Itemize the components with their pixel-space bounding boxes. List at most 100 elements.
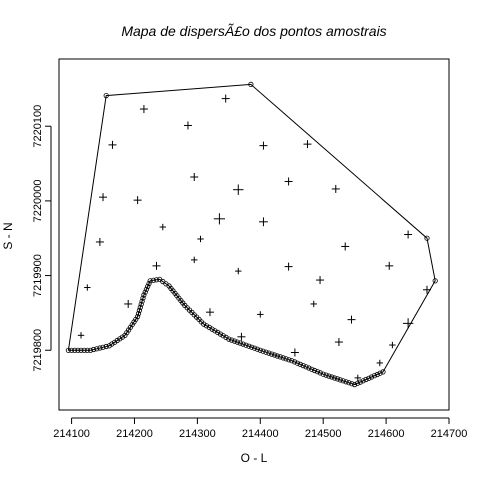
- sample-point: [95, 237, 104, 246]
- boundary-vertex: [103, 93, 109, 99]
- boundary-vertex: [240, 341, 246, 347]
- boundary-vertex: [360, 378, 366, 384]
- sample-point: [385, 261, 394, 270]
- boundary-vertex: [248, 81, 254, 88]
- boundary-vertex: [139, 298, 145, 304]
- boundary-vertex: [91, 346, 97, 353]
- boundary-vertex: [329, 374, 335, 380]
- boundary-vertex: [103, 343, 109, 350]
- sample-point: [197, 235, 204, 243]
- x-tick-label: 214700: [431, 428, 468, 440]
- boundary-vertex: [81, 347, 87, 353]
- boundary-vertex: [283, 356, 289, 362]
- sample-point: [341, 242, 350, 251]
- boundary-vertex: [84, 347, 90, 353]
- sample-point: [237, 332, 246, 341]
- boundary-vertex: [69, 347, 75, 353]
- sample-point: [183, 121, 192, 130]
- boundary-vertex: [119, 334, 126, 340]
- plot-frame: [58, 58, 450, 411]
- boundary-vertex: [78, 347, 84, 353]
- x-tick-label: 214600: [368, 428, 405, 440]
- boundary-vertex: [135, 310, 142, 317]
- boundary-vertex: [246, 343, 252, 349]
- boundary-vertex: [141, 292, 147, 298]
- boundary-vertex: [138, 301, 144, 307]
- boundary-vertex: [237, 340, 243, 346]
- sample-point: [152, 261, 161, 270]
- sample-point: [190, 172, 199, 181]
- boundary-vertex: [286, 357, 292, 363]
- boundary-vertex: [357, 379, 363, 385]
- chart-title: Mapa de dispersÃ£o dos pontos amostrais: [121, 23, 386, 39]
- boundary-vertex: [75, 347, 81, 353]
- boundary-vertex: [94, 346, 100, 352]
- boundary-vertex: [377, 370, 383, 376]
- sample-point: [284, 177, 293, 186]
- sample-point: [259, 217, 268, 227]
- boundary-vertex: [147, 278, 153, 284]
- boundary-vertex: [300, 362, 306, 369]
- sample-point: [205, 308, 214, 317]
- boundary-vertex: [142, 289, 148, 295]
- boundary-vertex: [117, 336, 123, 342]
- sample-point: [133, 196, 142, 205]
- boundary-vertex: [140, 295, 146, 301]
- boundary-vertex: [203, 323, 210, 329]
- sample-point: [404, 230, 413, 239]
- sample-point: [159, 223, 166, 231]
- sample-point: [124, 299, 133, 308]
- y-tick-label: 7220100: [32, 105, 44, 148]
- boundary-vertex: [424, 235, 430, 241]
- boundary-vertex: [334, 376, 341, 382]
- boundary-vertex: [212, 328, 218, 334]
- boundary-vertex: [354, 380, 361, 386]
- sample-point: [191, 256, 198, 264]
- boundary-vertex: [349, 381, 355, 387]
- boundary-vertex: [150, 277, 156, 283]
- boundary-vertex: [215, 329, 221, 335]
- sample-point: [310, 300, 317, 308]
- boundary-vertex: [271, 352, 278, 358]
- boundary-vertex: [366, 375, 372, 381]
- boundary-vertex: [363, 376, 369, 383]
- sample-point: [221, 94, 230, 103]
- sample-point: [99, 193, 108, 202]
- sample-point: [139, 105, 148, 114]
- boundary-vertex: [346, 380, 352, 386]
- boundary-vertex: [266, 350, 272, 356]
- sample-point: [376, 359, 384, 367]
- x-tick-label: 214500: [305, 428, 342, 440]
- sample-point: [235, 267, 242, 275]
- sample-point: [331, 184, 340, 193]
- boundary-vertex: [297, 361, 303, 367]
- sample-point: [402, 318, 414, 329]
- y-axis-label: S - N: [1, 222, 15, 249]
- boundary-vertex: [371, 373, 378, 379]
- boundary-vertex: [311, 367, 318, 374]
- sample-point: [259, 141, 268, 150]
- boundary-vertex: [380, 369, 386, 375]
- boundary-vertex: [331, 375, 338, 381]
- boundary-vertex: [274, 353, 280, 359]
- sample-point: [108, 140, 117, 149]
- boundary-vertex: [100, 344, 106, 350]
- sample-point: [303, 140, 312, 149]
- boundary-vertex: [294, 360, 301, 366]
- boundary-vertex: [143, 286, 149, 292]
- boundary-vertex: [303, 364, 309, 370]
- boundary-vertex: [72, 347, 78, 353]
- boundary-vertex: [374, 371, 380, 378]
- boundary-vertex: [291, 359, 298, 365]
- x-tick-label: 214400: [242, 428, 279, 440]
- boundary-vertex: [317, 370, 323, 376]
- boundary-vertex: [106, 343, 112, 349]
- sample-point: [84, 284, 91, 291]
- boundary-vertex: [323, 372, 329, 378]
- boundary-vertex: [254, 346, 260, 352]
- sample-point: [347, 315, 356, 324]
- boundary-vertex: [153, 277, 160, 283]
- sample-point: [233, 184, 244, 195]
- boundary-vertex: [343, 379, 349, 385]
